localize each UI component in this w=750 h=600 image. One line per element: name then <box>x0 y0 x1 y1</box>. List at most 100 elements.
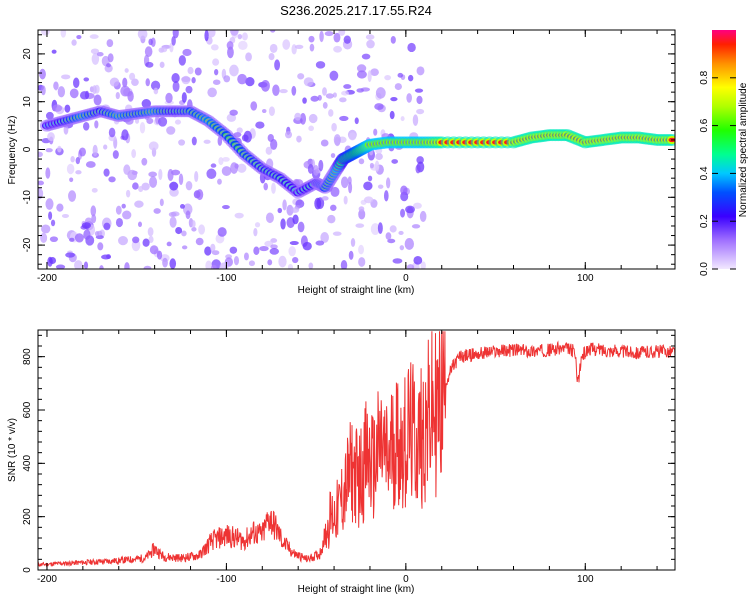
spectrogram-noise-blob <box>174 119 182 125</box>
spectrogram-noise-blob <box>332 231 342 236</box>
spectrogram-noise-blob <box>377 184 384 189</box>
spectrogram-noise-blob <box>310 95 319 102</box>
spectrogram-noise-blob <box>282 199 287 211</box>
spectrogram-noise-blob <box>93 94 102 106</box>
spectrogram-noise-blob <box>214 68 219 76</box>
spectrogram-noise-blob <box>383 190 389 202</box>
spectrogram-noise-blob <box>171 36 176 46</box>
spectrogram-noise-blob <box>145 61 154 68</box>
snr-series-line <box>38 331 675 567</box>
spectrogram-noise-blob <box>291 85 297 96</box>
spectrogram-noise-blob <box>38 151 43 158</box>
y-tick-label: 600 <box>22 401 33 418</box>
spectrogram-noise-blob <box>83 121 90 131</box>
spectrogram-noise-blob <box>204 30 209 42</box>
spectrogram-noise-blob <box>185 180 193 191</box>
spectrogram-noise-blob <box>211 250 220 256</box>
spectrogram-noise-blob <box>76 34 82 40</box>
spectrogram-noise-blob <box>404 238 414 250</box>
colorbar-tick-label: 0.0 <box>699 262 710 276</box>
spectrogram-noise-blob <box>51 49 57 54</box>
spectrogram-noise-blob <box>115 91 120 100</box>
spectrogram-noise-blob <box>210 264 217 269</box>
spectrogram-noise-blob <box>280 218 286 230</box>
colorbar-label: Normalized spectral amplitude <box>738 82 749 217</box>
spectrogram-noise-blob <box>75 170 82 175</box>
spectrogram-noise-blob <box>169 181 179 191</box>
spectrogram-noise-blob <box>106 63 111 68</box>
spectrogram-noise-blob <box>355 223 365 228</box>
spectrogram-noise-blob <box>212 79 221 85</box>
spectrogram-noise-blob <box>308 35 315 43</box>
spectrogram-noise-blob <box>222 204 230 210</box>
spectrogram-noise-blob <box>230 162 239 174</box>
spectrogram-noise-blob <box>70 156 75 163</box>
spectrogram-noise-blob <box>366 39 375 49</box>
snr-panel: -200 -100 0 100 0 200 400 600 800 Height of str… <box>7 329 676 595</box>
spectrogram-noise-blob <box>91 187 98 193</box>
spectrogram-noise-blob <box>394 83 402 91</box>
spectrogram-noise-blob <box>375 152 383 161</box>
spectrogram-noise-blob <box>45 167 51 179</box>
spectrogram-noise-blob <box>330 186 340 197</box>
spectrogram-noise-blob <box>115 205 122 215</box>
spectrogram-noise-blob <box>68 190 77 202</box>
spectrogram-noise-blob <box>313 165 319 176</box>
spectrogram-noise-blob <box>222 157 230 162</box>
spectrogram-noise-blob <box>65 252 76 258</box>
spectrogram-noise-blob <box>236 127 243 134</box>
spectrogram-noise-blob <box>106 254 111 260</box>
spectrogram-noise-blob <box>227 46 234 59</box>
spectrogram-noise-blob <box>207 30 216 38</box>
spectrogram-noise-blob <box>389 225 397 233</box>
spectrogram-noise-blob <box>320 139 329 147</box>
spectrogram-noise-blob <box>178 173 184 186</box>
spectrogram-noise-blob <box>166 126 176 135</box>
spectrogram-noise-blob <box>40 232 48 243</box>
spectrogram-noise-blob <box>134 200 144 208</box>
spectrogram-noise-blob <box>237 73 247 85</box>
spectrogram-noise-blob <box>181 230 187 237</box>
spectrogram-noise-blob <box>45 148 53 153</box>
spectrogram-noise-blob <box>108 176 116 183</box>
spectrogram-noise-blob <box>315 61 326 69</box>
spectrogram-noise-blob <box>237 33 243 40</box>
spectrogram-noise-blob <box>348 181 353 194</box>
spectrogram-noise-blob <box>141 99 152 109</box>
spectrogram-noise-blob <box>49 236 59 243</box>
spectrogram-noise-blob <box>271 182 276 194</box>
spectrogram-noise-blob <box>122 210 132 220</box>
spectrogram-noise-blob <box>79 91 90 100</box>
spectrogram-noise-blob <box>181 76 191 83</box>
spectrogram-noise-blob <box>288 246 296 257</box>
x-tick-label: 100 <box>577 273 594 284</box>
spectrogram-noise-blob <box>132 236 140 244</box>
spectrogram-noise-blob <box>39 68 46 80</box>
spectrogram-x-label: Height of straight line (km) <box>298 285 415 296</box>
spectrogram-noise-blob <box>217 227 227 237</box>
spectrogram-noise-blob <box>356 64 367 73</box>
spectrogram-noise-blob <box>207 87 217 98</box>
colorbar-ticks: 0.0 0.2 0.4 0.6 0.8 <box>699 70 736 276</box>
spectrogram-noise-blob <box>158 168 163 181</box>
colorbar-tick-label: 0.2 <box>699 214 710 228</box>
spectrogram-noise-blob <box>420 261 426 269</box>
spectrogram-noise-blob <box>294 112 302 121</box>
spectrogram-noise-blob <box>69 88 79 99</box>
spectrogram-noise-blob <box>270 238 278 243</box>
spectrogram-noise-blob <box>324 31 334 37</box>
spectrogram-noise-blob <box>90 48 100 55</box>
spectrogram-noise-blob <box>169 216 177 228</box>
spectrogram-noise-blob <box>356 70 367 79</box>
colorbar-tick-label: 0.8 <box>699 70 710 84</box>
spectrogram-noise-blob <box>229 109 238 116</box>
spectrogram-noise-blob <box>413 202 422 209</box>
spectrogram-noise-blob <box>384 74 392 81</box>
spectrogram-noise-blob <box>233 255 240 266</box>
spectrogram-noise-blob <box>75 235 84 243</box>
spectrogram-noise-blob <box>198 224 206 235</box>
spectrogram-noise-blob <box>391 159 399 164</box>
spectrogram-noise-blob <box>210 243 216 252</box>
spectrogram-noise-blob <box>103 222 111 231</box>
spectrogram-noise-blob <box>286 204 294 216</box>
